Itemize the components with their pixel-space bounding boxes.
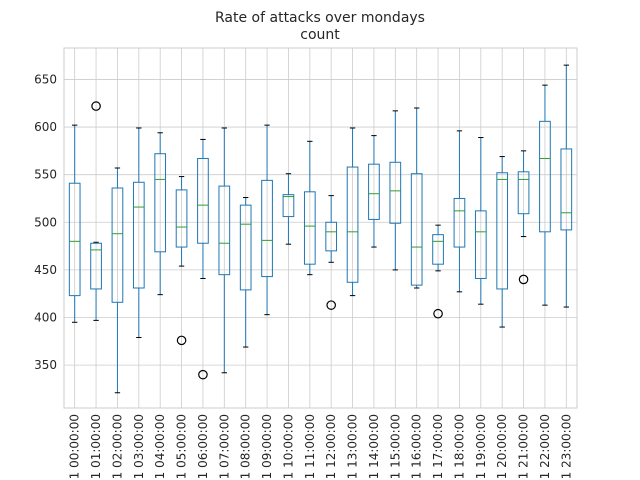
x-tick-label: 1 11:00:00 — [303, 414, 317, 479]
box-item — [560, 64, 573, 308]
box-body — [474, 210, 487, 279]
box-item — [517, 150, 530, 285]
y-tick-label: 650 — [34, 72, 57, 86]
box-body — [346, 166, 359, 283]
box-item — [261, 124, 273, 316]
outlier-point — [176, 335, 187, 346]
box-body — [560, 148, 573, 231]
y-tick-label: 500 — [34, 215, 57, 229]
box-item — [154, 132, 167, 296]
box-body — [432, 234, 444, 265]
box-body — [539, 120, 551, 233]
box-body — [175, 189, 188, 248]
box-item — [239, 197, 252, 348]
y-tick-label: 600 — [34, 120, 57, 134]
x-tick-label: 1 18:00:00 — [452, 414, 466, 479]
box-item — [346, 127, 359, 297]
box-body — [389, 161, 402, 224]
x-axis-ticks: 1 00:00:00 1 01:00:00 1 02:00:00 1 03:00:00… — [68, 414, 574, 479]
box-item — [68, 124, 81, 323]
chart-title: Rate of attacks over mondays — [215, 10, 425, 26]
x-tick-label: 1 15:00:00 — [388, 414, 402, 479]
x-tick-label: 1 21:00:00 — [517, 414, 531, 479]
x-tick-label: 1 04:00:00 — [153, 414, 167, 479]
box-item — [303, 140, 316, 276]
y-tick-label: 350 — [34, 358, 57, 372]
box-item — [539, 84, 551, 306]
box-body — [261, 179, 273, 278]
y-tick-label: 550 — [34, 168, 57, 182]
grid-lines — [64, 48, 577, 408]
box-body — [282, 194, 295, 218]
x-tick-label: 1 05:00:00 — [175, 414, 189, 479]
x-tick-label: 1 22:00:00 — [538, 414, 552, 479]
x-tick-label: 1 08:00:00 — [239, 414, 253, 479]
box-item — [453, 130, 466, 293]
box-item — [197, 138, 209, 380]
box-body — [132, 181, 145, 289]
x-tick-label: 1 13:00:00 — [346, 414, 360, 479]
x-tick-label: 1 14:00:00 — [367, 414, 381, 479]
outlier-point — [326, 300, 336, 310]
box-body — [517, 171, 530, 215]
y-tick-label: 400 — [34, 311, 57, 325]
chart-subtitle: count — [300, 27, 340, 43]
x-tick-label: 1 01:00:00 — [89, 414, 103, 479]
x-tick-label: 1 17:00:00 — [431, 414, 445, 479]
x-tick-label: 1 02:00:00 — [110, 414, 124, 479]
box-body — [111, 187, 124, 303]
x-tick-label: 1 00:00:00 — [68, 414, 82, 479]
box-item — [282, 173, 295, 245]
box-item — [410, 107, 423, 289]
x-tick-label: 1 03:00:00 — [132, 414, 146, 479]
box-item — [111, 167, 124, 394]
x-tick-label: 1 19:00:00 — [474, 414, 488, 479]
x-tick-label: 1 06:00:00 — [196, 414, 210, 479]
box-item — [474, 137, 487, 305]
box-item — [325, 195, 338, 310]
plot-area-frame — [63, 47, 578, 409]
box-body — [410, 173, 423, 286]
box-body — [453, 197, 466, 248]
box-body — [239, 204, 252, 291]
y-tick-label: 450 — [34, 263, 57, 277]
x-tick-label: 1 12:00:00 — [324, 414, 338, 479]
box-item — [389, 110, 402, 271]
box-item — [496, 156, 509, 328]
box-body — [325, 221, 338, 252]
box-item — [175, 176, 188, 346]
box-body — [68, 182, 81, 297]
box-body — [218, 185, 231, 276]
box-body — [496, 172, 509, 290]
outlier-point — [433, 308, 443, 319]
x-tick-label: 1 20:00:00 — [495, 414, 509, 479]
box-item — [90, 101, 102, 321]
box-item — [132, 127, 145, 339]
x-tick-label: 1 16:00:00 — [410, 414, 424, 479]
x-tick-label: 1 10:00:00 — [281, 414, 295, 479]
box-series — [68, 64, 573, 394]
x-tick-label: 1 07:00:00 — [217, 414, 231, 479]
box-item — [432, 224, 444, 319]
outlier-point — [198, 369, 208, 380]
x-tick-label: 1 09:00:00 — [260, 414, 274, 479]
box-body — [154, 153, 167, 253]
x-tick-label: 1 23:00:00 — [559, 414, 573, 479]
box-body — [197, 157, 209, 244]
box-item — [218, 127, 231, 374]
box-body — [368, 163, 380, 220]
outlier-point — [518, 274, 529, 285]
box-body — [90, 242, 102, 290]
box-item — [368, 135, 380, 248]
y-axis-ticks: 350 400 450 500 550 600 650 — [34, 72, 57, 372]
outlier-point — [91, 101, 101, 111]
box-body — [303, 191, 316, 265]
